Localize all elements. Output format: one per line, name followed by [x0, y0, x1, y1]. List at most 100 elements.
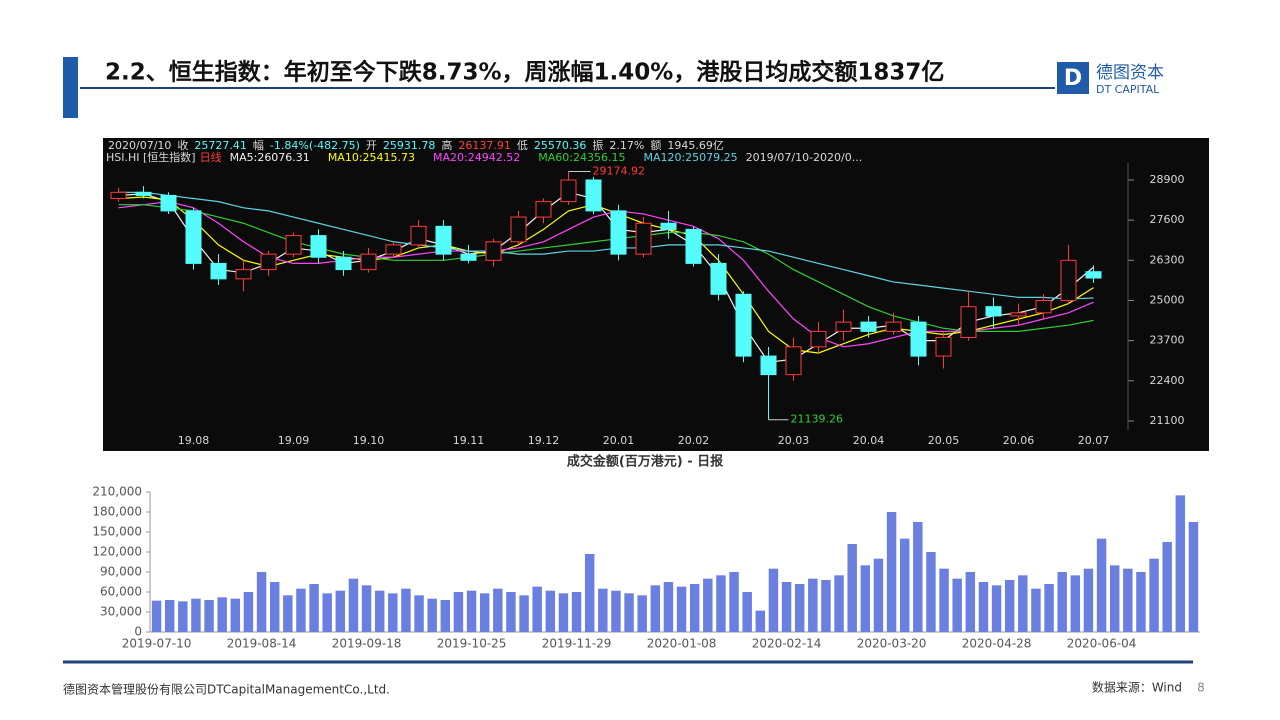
bar	[847, 544, 857, 632]
bar	[939, 568, 949, 632]
candle-body	[360, 253, 377, 271]
x-tick-label: 2019-08-14	[227, 637, 297, 651]
bar	[729, 572, 739, 632]
bar	[1188, 522, 1199, 632]
x-tick-label: 19.09	[278, 434, 310, 447]
quote-info: 2.17%	[609, 139, 644, 152]
candle-body	[985, 306, 1002, 317]
bar	[401, 588, 411, 632]
bar	[506, 592, 516, 632]
bar	[716, 575, 726, 632]
bar	[821, 580, 831, 632]
bar	[965, 572, 976, 632]
bar	[978, 582, 989, 632]
candle-body	[310, 235, 327, 258]
bar	[571, 592, 582, 632]
candle-body	[1010, 312, 1027, 317]
bar	[545, 590, 556, 632]
bar	[1149, 558, 1159, 632]
candle-body	[560, 179, 577, 203]
y-tick-label: 60,000	[100, 585, 142, 599]
y-tick-label: 120,000	[92, 545, 142, 559]
candle-body	[860, 321, 877, 332]
bar	[1083, 568, 1094, 632]
bar	[1031, 588, 1041, 632]
candle-body	[910, 321, 927, 357]
y-tick-label: 180,000	[92, 505, 142, 519]
bar	[768, 568, 779, 632]
candle-body	[510, 216, 527, 243]
x-tick-label: 2020-01-08	[647, 637, 717, 651]
y-tick-label: 23700	[1150, 334, 1185, 347]
bar	[886, 512, 897, 632]
candle-body	[185, 210, 202, 264]
bar	[742, 592, 752, 632]
quote-info: 收	[177, 138, 188, 152]
quote-info: 振	[592, 138, 603, 152]
bar	[1123, 568, 1133, 632]
quote-info: 1945.69亿	[667, 139, 724, 152]
y-tick-label: 22400	[1150, 374, 1185, 387]
x-tick-label: 20.01	[603, 434, 635, 447]
bar	[283, 595, 293, 632]
bar	[611, 590, 621, 632]
legend-label: MA20:24942.52	[433, 151, 520, 164]
bar	[151, 600, 162, 632]
bar	[952, 578, 962, 632]
bar	[781, 582, 792, 632]
y-tick-label: 25000	[1150, 293, 1185, 306]
x-tick-label: 2019-09-18	[332, 637, 402, 651]
bar	[466, 590, 477, 632]
candle-body	[135, 191, 152, 196]
bar	[558, 593, 569, 632]
bar	[584, 554, 595, 632]
bar	[703, 578, 713, 632]
ma-line	[118, 204, 1094, 332]
candle-body	[160, 194, 177, 212]
quote-info: 低	[517, 139, 528, 152]
candle-body	[460, 253, 477, 261]
candle-body	[410, 225, 427, 246]
symbol: HSI.HI [恒生指数]	[106, 150, 196, 164]
bar	[598, 588, 608, 632]
bar	[414, 595, 424, 632]
quote-info: 26137.91	[458, 139, 511, 152]
y-tick-label: 28900	[1150, 173, 1185, 186]
candle-body	[585, 179, 602, 212]
bar	[493, 588, 503, 632]
bar	[348, 578, 359, 632]
bar	[309, 584, 319, 632]
bar	[794, 584, 805, 632]
x-tick-label: 19.11	[453, 434, 485, 447]
candle-body	[760, 355, 777, 376]
bar	[440, 600, 451, 632]
candle-body	[485, 241, 502, 261]
x-tick-label: 20.07	[1078, 434, 1110, 447]
candle-body	[210, 262, 227, 280]
bar	[164, 600, 175, 632]
y-tick-label: 27600	[1150, 213, 1185, 226]
bar	[1096, 538, 1107, 632]
candle-body	[660, 222, 677, 230]
x-tick-label: 2020-03-20	[857, 637, 927, 651]
bar	[217, 597, 227, 632]
quote-info: 25727.41	[194, 139, 247, 152]
legend-label: MA60:24356.15	[538, 151, 625, 164]
quote-info: 25570.36	[534, 139, 587, 152]
quote-info: 高	[441, 138, 452, 152]
bar	[479, 593, 490, 632]
x-tick-label: 19.10	[353, 434, 385, 447]
bar	[926, 552, 936, 632]
legend-label: MA10:25415.73	[328, 151, 415, 164]
candle-body	[785, 346, 802, 376]
period: 日线	[200, 150, 222, 164]
candle-body	[435, 225, 452, 255]
y-tick-label: 26300	[1150, 253, 1185, 266]
candle-body	[810, 330, 827, 348]
x-tick-label: 2020-04-28	[962, 637, 1032, 651]
y-tick-label: 150,000	[92, 525, 142, 539]
bar	[1175, 495, 1186, 632]
bar	[755, 610, 766, 632]
bar	[191, 598, 201, 632]
x-tick-label: 20.05	[928, 434, 960, 447]
